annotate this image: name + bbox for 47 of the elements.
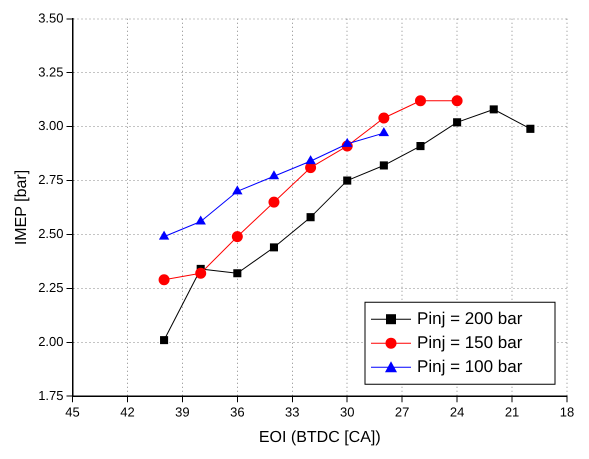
point (270, 243, 278, 252)
point (158, 274, 170, 286)
x-axis-title: EOI (BTDC [CA]) (258, 428, 381, 446)
point (526, 124, 534, 133)
point (453, 118, 462, 126)
x-tick-label: 39 (175, 404, 190, 420)
legend-label: Pinj = 150 bar (417, 332, 523, 352)
y-tick-label: 2.25 (38, 280, 64, 295)
point (380, 161, 388, 170)
point (343, 176, 352, 185)
x-tick-label: 24 (450, 404, 464, 420)
point (414, 95, 426, 106)
y-axis-title: IMEP [bar] (13, 170, 30, 246)
legend-label: Pinj = 200 bar (417, 308, 523, 328)
x-tick-label: 33 (285, 404, 300, 420)
point (195, 268, 206, 279)
legend-label: Pinj = 100 bar (417, 356, 523, 376)
point (233, 269, 242, 278)
x-tick-label: 21 (504, 404, 520, 420)
point (306, 213, 315, 222)
y-tick-label: 3.25 (38, 64, 64, 80)
point (342, 138, 352, 147)
x-tick-label: 42 (120, 404, 135, 420)
y-tick-label: 2.50 (38, 226, 64, 242)
point (232, 231, 243, 242)
x-tick-label: 30 (340, 404, 354, 420)
point (416, 142, 425, 150)
point (379, 128, 389, 136)
point (269, 170, 279, 180)
point (490, 105, 498, 114)
x-tick-label: 27 (394, 404, 410, 420)
point (196, 216, 206, 225)
x-tick-label: 45 (65, 404, 80, 420)
y-tick-label: 2.75 (38, 172, 64, 188)
y-tick-label: 1.75 (38, 388, 64, 403)
x-tick-label: 36 (230, 404, 245, 420)
point (306, 156, 316, 164)
point (232, 186, 242, 194)
point (160, 336, 168, 344)
point (268, 196, 280, 208)
y-tick-label: 3.00 (38, 118, 64, 134)
point (159, 231, 169, 240)
y-tick-label: 2.00 (38, 334, 64, 349)
y-tick-label: 3.50 (38, 10, 64, 26)
point (378, 112, 390, 124)
point (452, 95, 463, 106)
x-tick-label: 18 (560, 404, 574, 420)
